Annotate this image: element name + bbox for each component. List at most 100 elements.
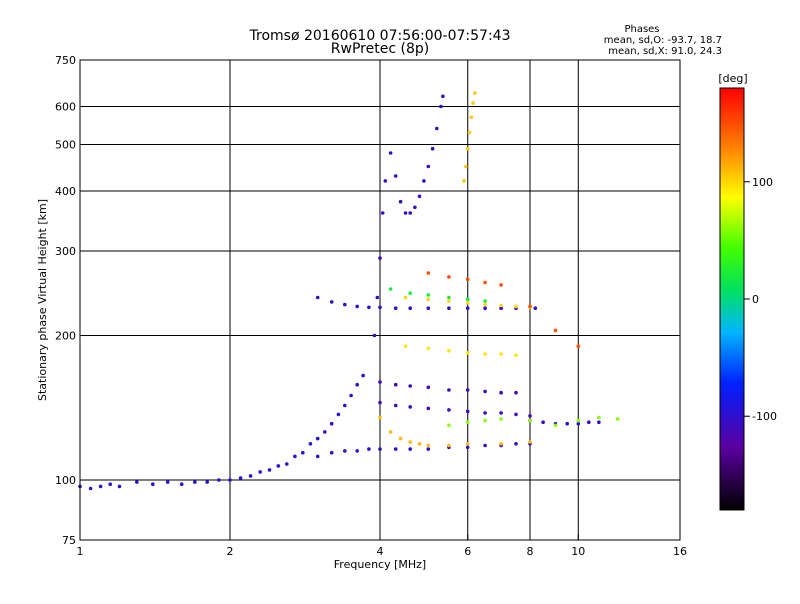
data-point	[403, 211, 408, 215]
data-point	[372, 333, 377, 338]
data-point	[380, 211, 385, 215]
data-point	[447, 423, 451, 428]
data-point	[308, 442, 313, 446]
data-point	[426, 443, 431, 448]
data-point	[135, 480, 139, 484]
data-point	[462, 179, 466, 183]
data-point	[465, 445, 470, 450]
x-tick-label: 8	[527, 545, 534, 558]
colorbar-tick-label: 0	[752, 293, 759, 306]
data-point	[499, 303, 503, 308]
data-point	[447, 408, 451, 412]
data-point	[408, 405, 413, 409]
data-point	[576, 344, 581, 349]
data-point	[426, 271, 431, 275]
data-point	[465, 306, 470, 311]
data-point	[465, 409, 470, 414]
y-tick-label: 400	[55, 185, 76, 198]
data-point	[483, 418, 487, 423]
data-point	[248, 474, 253, 478]
y-tick-label: 500	[55, 139, 76, 152]
data-point	[499, 411, 503, 415]
data-point	[499, 352, 503, 356]
data-point	[367, 305, 371, 310]
colorbar: [deg] 100 0 -100	[718, 72, 777, 511]
data-point	[393, 382, 398, 387]
data-point	[408, 447, 413, 451]
colorbar-label: [deg]	[718, 72, 747, 85]
data-point	[514, 442, 518, 446]
data-point	[349, 393, 353, 398]
data-point	[597, 415, 601, 420]
data-point	[217, 478, 221, 482]
data-point	[88, 486, 93, 491]
data-point	[343, 302, 347, 307]
data-point	[258, 470, 263, 474]
data-point	[393, 403, 398, 408]
data-point	[228, 478, 232, 482]
data-point	[430, 146, 435, 151]
y-tick-label: 750	[55, 54, 76, 67]
data-point	[465, 442, 470, 446]
data-point	[435, 126, 439, 131]
data-point	[464, 164, 468, 169]
info-line-o: mean, sd,O: -93.7, 18.7	[604, 35, 722, 46]
data-point	[469, 115, 474, 119]
data-point	[398, 436, 403, 441]
data-point	[465, 277, 470, 282]
data-point	[447, 388, 451, 392]
data-point	[499, 442, 503, 446]
data-point	[467, 130, 472, 135]
data-point	[483, 352, 487, 356]
data-point	[375, 295, 380, 300]
data-point	[483, 306, 487, 311]
data-point	[378, 447, 382, 451]
data-point	[514, 353, 518, 358]
data-point	[403, 344, 408, 349]
data-point	[378, 256, 382, 260]
data-point	[361, 373, 365, 378]
data-point	[417, 442, 422, 446]
colorbar-tick-label: -100	[752, 410, 777, 423]
data-point	[151, 482, 155, 487]
data-point	[528, 414, 532, 418]
x-axis-label: Frequency [MHz]	[334, 558, 426, 571]
y-tick-label: 300	[55, 245, 76, 258]
data-point	[483, 411, 487, 415]
data-point	[413, 205, 417, 210]
data-point	[417, 194, 422, 199]
x-tick-label: 6	[464, 545, 471, 558]
data-point	[465, 351, 470, 355]
data-point	[285, 462, 289, 466]
data-point	[408, 211, 413, 215]
grid-lines	[80, 60, 680, 540]
data-point	[499, 306, 503, 311]
info-heading: Phases	[624, 24, 659, 35]
data-point	[587, 420, 591, 425]
data-point	[238, 476, 243, 480]
data-point	[565, 421, 569, 426]
data-point	[315, 436, 320, 441]
data-point	[483, 443, 487, 448]
data-point	[553, 328, 558, 333]
data-point	[315, 295, 320, 300]
data-point	[355, 382, 360, 387]
data-point	[378, 415, 382, 420]
data-points	[78, 91, 620, 491]
data-point	[471, 101, 475, 105]
x-tick-label: 4	[377, 545, 384, 558]
data-point	[465, 146, 470, 151]
data-point	[514, 390, 518, 395]
data-point	[315, 454, 320, 459]
data-point	[465, 297, 470, 302]
chart-subtitle: RwPretec (8p)	[331, 41, 429, 57]
data-point	[499, 283, 503, 287]
data-point	[528, 440, 532, 444]
data-point	[329, 300, 334, 304]
data-point	[108, 482, 112, 487]
colorbar-gradient	[719, 87, 745, 511]
data-point	[408, 291, 413, 296]
data-point	[426, 406, 431, 411]
data-point	[355, 449, 360, 453]
